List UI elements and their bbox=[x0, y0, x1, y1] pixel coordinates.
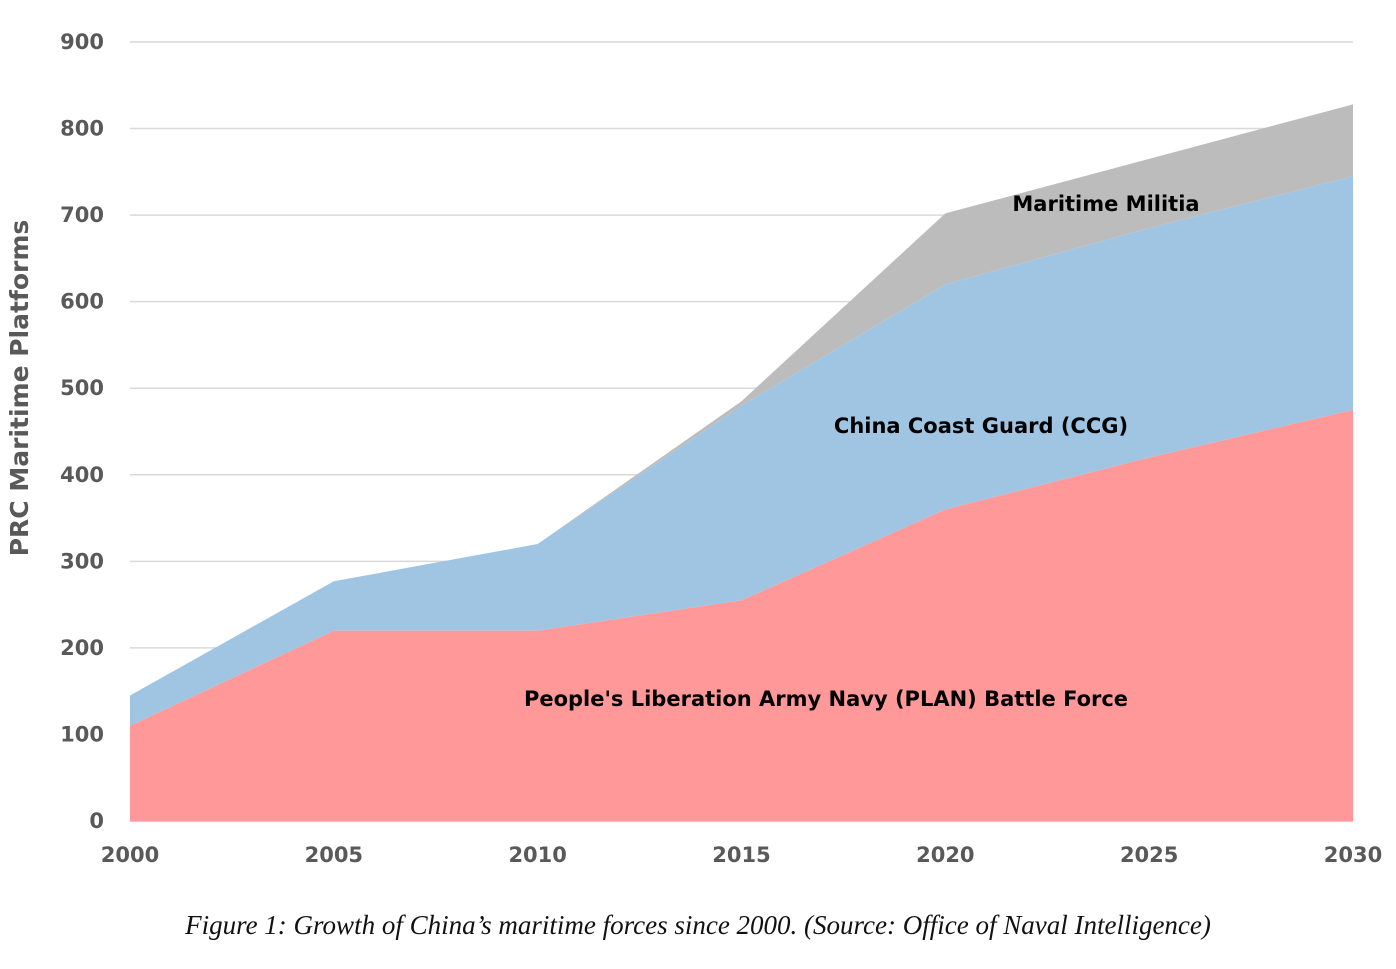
y-tick-label: 400 bbox=[60, 463, 104, 487]
y-tick-label: 300 bbox=[60, 549, 104, 573]
figure-caption: Figure 1: Growth of China’s maritime for… bbox=[185, 910, 1211, 940]
x-tick-label: 2005 bbox=[305, 843, 363, 867]
series-area-1 bbox=[130, 176, 1353, 726]
x-tick-label: 2010 bbox=[508, 843, 566, 867]
y-tick-label: 200 bbox=[60, 636, 104, 660]
series-areas bbox=[130, 104, 1353, 821]
y-tick-label: 800 bbox=[60, 117, 104, 141]
x-tick-label: 2000 bbox=[101, 843, 159, 867]
y-tick-label: 0 bbox=[89, 809, 104, 833]
x-tick-label: 2020 bbox=[916, 843, 974, 867]
x-tick-label: 2030 bbox=[1324, 843, 1382, 867]
y-axis-title: PRC Maritime Platforms bbox=[5, 220, 34, 557]
series-area-0 bbox=[130, 409, 1353, 821]
y-tick-label: 700 bbox=[60, 203, 104, 227]
x-axis-ticks: 2000 2005 2010 2015 2020 2025 2030 bbox=[101, 843, 1382, 867]
x-tick-label: 2025 bbox=[1120, 843, 1178, 867]
series-area-2 bbox=[130, 104, 1353, 696]
area-chart: 0 100 200 300 400 500 600 700 800 900 2000 2005 201… bbox=[5, 30, 1382, 867]
y-axis-ticks: 0 100 200 300 400 500 600 700 800 900 bbox=[60, 30, 104, 833]
series-label-plan: People's Liberation Army Navy (PLAN) Bat… bbox=[524, 687, 1128, 711]
y-tick-label: 600 bbox=[60, 290, 104, 314]
y-tick-label: 100 bbox=[60, 722, 104, 746]
series-label-militia: Maritime Militia bbox=[1012, 192, 1199, 216]
y-tick-label: 500 bbox=[60, 376, 104, 400]
y-tick-label: 900 bbox=[60, 30, 104, 54]
x-tick-label: 2015 bbox=[712, 843, 770, 867]
series-label-ccg: China Coast Guard (CCG) bbox=[834, 414, 1128, 438]
